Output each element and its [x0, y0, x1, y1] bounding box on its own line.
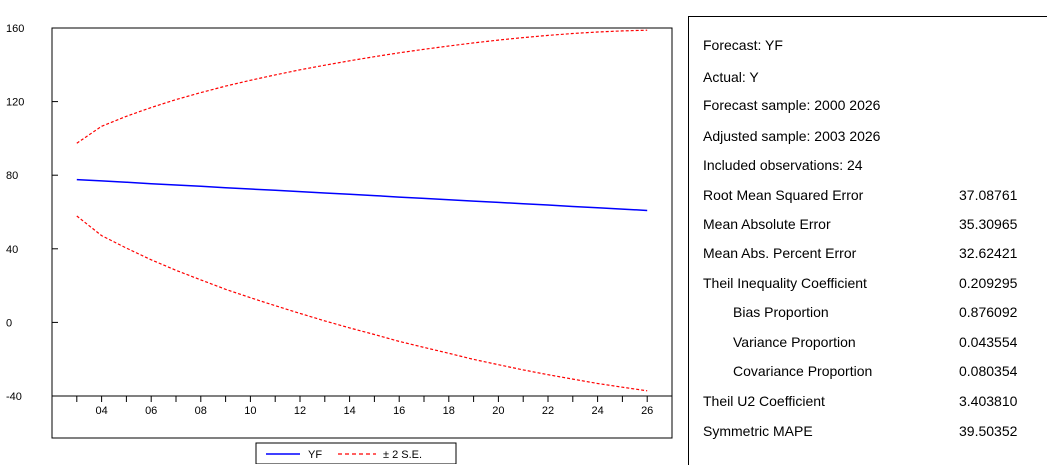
x-tick-label: 18 [443, 405, 455, 417]
x-tick-label: 16 [393, 405, 405, 417]
y-tick-label: 160 [6, 23, 24, 35]
y-axis: -40 0 40 80 120 160 [6, 23, 58, 403]
x-axis: 04 06 08 10 12 14 16 18 20 22 24 26 [51, 395, 673, 417]
plot-frame [51, 27, 673, 439]
x-tick-label: 20 [492, 405, 504, 417]
y-tick-label: 40 [6, 244, 18, 256]
series-line-yf [76, 178, 648, 212]
forecast-stats-panel: Forecast: YF Actual: Y Forecast sample: … [688, 16, 1047, 465]
legend: YF ± 2 S.E. [255, 442, 457, 464]
x-tick-label: 22 [542, 405, 554, 417]
x-tick-label: 10 [244, 405, 256, 417]
y-tick-label: 120 [6, 97, 24, 109]
x-tick-label: 04 [95, 405, 107, 417]
x-tick-label: 12 [294, 405, 306, 417]
x-tick-label: 26 [641, 405, 653, 417]
y-tick-label: 80 [6, 170, 18, 182]
legend-yf-label: YF [308, 449, 322, 461]
y-tick-label: 0 [6, 317, 12, 329]
series-group [76, 29, 648, 392]
x-tick-label: 24 [591, 405, 603, 417]
series-line-upper-band [76, 29, 648, 144]
x-tick-label: 14 [343, 405, 355, 417]
legend-se-label: ± 2 S.E. [383, 449, 422, 461]
x-tick-label: 06 [145, 405, 157, 417]
y-tick-label: -40 [6, 391, 22, 403]
x-tick-label: 08 [195, 405, 207, 417]
